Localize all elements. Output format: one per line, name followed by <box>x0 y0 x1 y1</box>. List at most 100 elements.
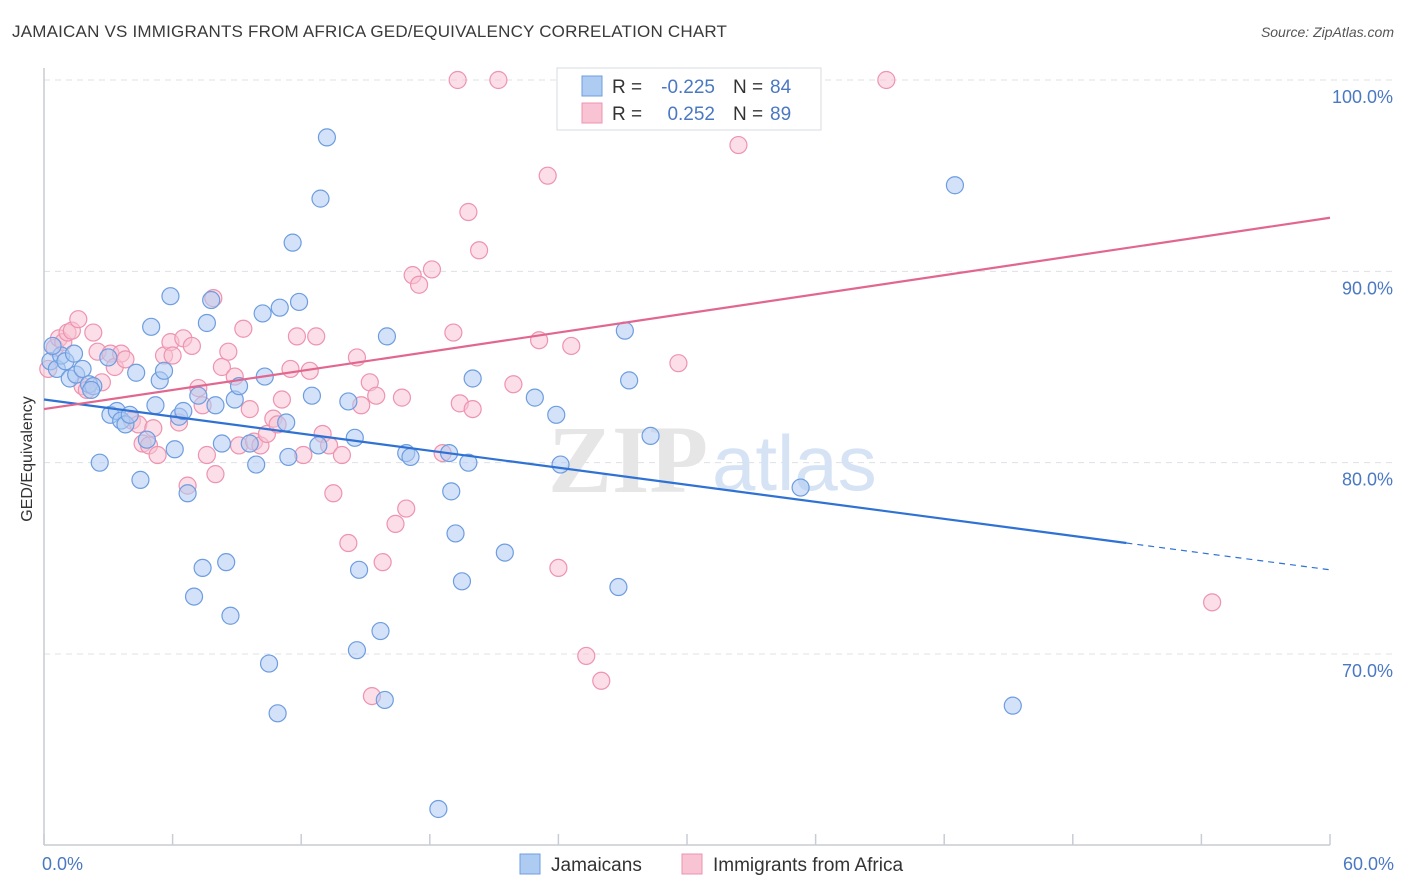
africa-point-48 <box>294 445 313 465</box>
africa-point-9 <box>84 323 103 342</box>
jamaican-point-76 <box>620 371 639 390</box>
jamaican-point-20 <box>146 396 165 415</box>
jamaican-point-43 <box>259 654 279 673</box>
africa-point-24 <box>163 346 182 365</box>
jamaican-point-57 <box>349 560 369 579</box>
jamaican-point-55 <box>345 428 364 447</box>
jamaican-point-78 <box>791 478 810 497</box>
legend-label-jamaicans: Jamaicans <box>551 855 642 876</box>
africa-point-87 <box>1203 593 1222 612</box>
jamaican-point-44 <box>268 704 287 723</box>
jamaican-point-81 <box>43 336 62 356</box>
jamaican-point-15 <box>120 405 139 424</box>
africa-point-85 <box>489 70 508 90</box>
africa-point-71 <box>463 399 482 419</box>
africa-point-70 <box>459 202 478 222</box>
jamaican-point-33 <box>206 396 225 415</box>
jamaican-point-39 <box>240 434 259 453</box>
x-ticks <box>43 834 1331 845</box>
africa-point-72 <box>469 241 489 260</box>
trend-line-jamaicans <box>43 398 1127 545</box>
jamaican-point-50 <box>302 386 322 405</box>
africa-point-6 <box>69 310 88 329</box>
watermark: ZIP atlas <box>548 406 877 513</box>
jamaican-point-35 <box>217 553 236 572</box>
africa-point-54 <box>332 445 352 465</box>
jamaican-point-74 <box>609 577 628 597</box>
jamaican-point-38 <box>229 377 249 396</box>
jamaican-point-71 <box>525 388 544 407</box>
africa-point-62 <box>392 388 412 407</box>
africa-point-81 <box>729 135 748 155</box>
jamaican-point-79 <box>945 176 965 195</box>
gridlines <box>44 79 1393 655</box>
stats-r-label-1: R = <box>612 77 642 98</box>
jamaican-point-62 <box>401 447 420 467</box>
stats-r-value-2: 0.252 <box>667 104 715 125</box>
jamaican-point-68 <box>459 453 478 472</box>
jamaican-point-73 <box>551 455 570 474</box>
jamaican-point-30 <box>193 558 212 578</box>
x-tick-label-max: 60.0% <box>1343 854 1394 874</box>
jamaican-point-40 <box>247 455 266 474</box>
jamaican-point-48 <box>283 233 302 252</box>
africa-point-73 <box>504 375 523 394</box>
africa-point-75 <box>538 166 557 185</box>
trend-line-africa <box>43 216 1331 411</box>
y-tick-label-70: 70.0% <box>1342 661 1393 681</box>
legend: Jamaicans Immigrants from Africa <box>519 853 903 876</box>
jamaican-point-47 <box>279 447 298 467</box>
jamaican-point-64 <box>429 799 448 819</box>
africa-point-53 <box>324 484 343 503</box>
jamaican-point-75 <box>615 321 634 340</box>
africa-point-47 <box>287 327 307 346</box>
jamaican-point-51 <box>309 436 328 455</box>
legend-swatch-jamaicans <box>519 853 541 875</box>
jamaican-point-19 <box>142 317 161 336</box>
africa-point-78 <box>577 646 596 666</box>
jamaican-point-82 <box>64 344 84 363</box>
africa-point-83 <box>877 70 896 90</box>
jamaican-point-29 <box>189 386 208 405</box>
jamaican-point-41 <box>253 304 272 323</box>
stats-n-label-2: N = <box>733 104 763 125</box>
trend-lines <box>43 216 1331 571</box>
chart-title: JAMAICAN VS IMMIGRANTS FROM AFRICA GED/E… <box>12 22 728 41</box>
stats-n-value-1: 84 <box>770 77 792 98</box>
source-label: Source: ZipAtlas.com <box>1260 24 1394 40</box>
stats-n-value-2: 89 <box>770 104 791 125</box>
jamaican-point-28 <box>184 587 204 606</box>
jamaican-point-31 <box>197 313 216 333</box>
jamaican-point-45 <box>270 298 289 317</box>
africa-point-61 <box>386 514 405 533</box>
jamaican-point-34 <box>212 434 231 453</box>
jamaican-point-17 <box>131 470 150 489</box>
africa-point-79 <box>592 671 611 690</box>
jamaican-point-10 <box>99 348 118 367</box>
africa-point-66 <box>422 260 442 279</box>
stats-swatch-jamaicans <box>581 75 603 97</box>
jamaican-point-67 <box>452 572 472 591</box>
jamaican-point-9 <box>90 453 109 472</box>
trend-line-jamaicans-extension <box>1126 542 1331 571</box>
jamaican-point-23 <box>161 287 180 306</box>
jamaican-point-22 <box>154 361 174 380</box>
jamaican-point-46 <box>277 413 296 432</box>
jamaican-point-59 <box>375 690 394 710</box>
stats-box: R = -0.225 N = 84 R = 0.252 N = 89 <box>556 67 822 131</box>
africa-point-39 <box>240 399 259 419</box>
africa-point-60 <box>373 553 392 572</box>
africa-point-65 <box>409 275 429 294</box>
africa-point-55 <box>339 533 358 553</box>
jamaican-point-66 <box>446 524 465 543</box>
africa-point-80 <box>669 354 688 373</box>
jamaican-point-60 <box>377 327 397 346</box>
jamaican-point-49 <box>289 292 309 312</box>
jamaican-point-24 <box>165 440 184 459</box>
y-tick-labels: 70.0% 80.0% 90.0% 100.0% <box>1332 87 1393 681</box>
africa-point-50 <box>307 327 326 346</box>
africa-point-77 <box>562 336 581 356</box>
jamaican-point-54 <box>339 392 358 411</box>
y-tick-label-80: 80.0% <box>1342 470 1393 490</box>
